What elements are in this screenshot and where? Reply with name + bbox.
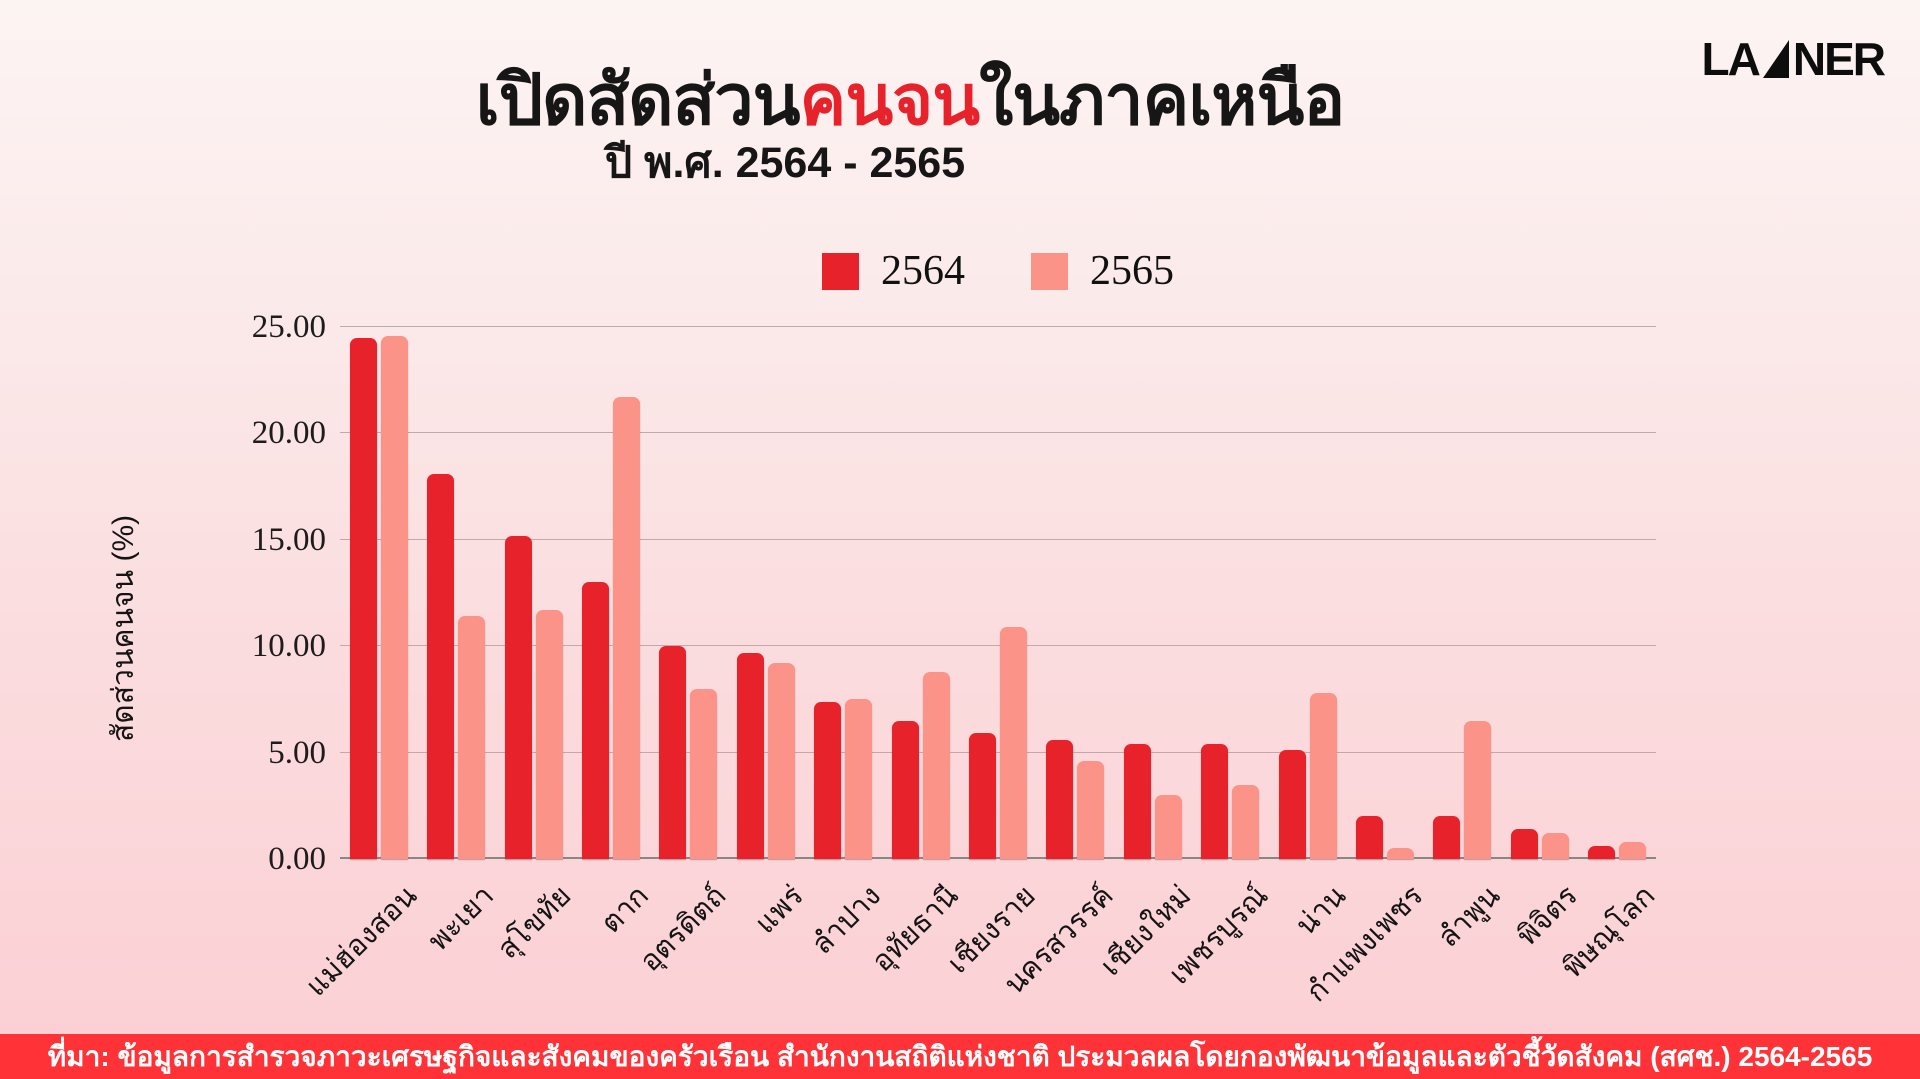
bar-2564	[1201, 744, 1229, 859]
bar-2564	[349, 337, 377, 859]
bar-2564	[1123, 744, 1151, 859]
bar-group-เชียงราย	[969, 627, 1027, 859]
bar-2565	[612, 397, 640, 859]
page-subtitle: ปี พ.ศ. 2564 - 2565	[604, 139, 966, 187]
x-axis-label: แม่ฮ่องสอน	[299, 879, 424, 1003]
bar-2565	[1464, 720, 1492, 859]
plot-area	[340, 326, 1656, 859]
title-prefix: เปิดสัดส่วน	[475, 61, 801, 139]
bar-group-ลำปาง	[814, 699, 873, 859]
gridline	[340, 751, 1656, 753]
logo-triangle-n-icon	[1762, 40, 1789, 78]
lanner-logo: LA NER	[1701, 33, 1886, 85]
page-title: เปิดสัดส่วนคนจนในภาคเหนือ	[475, 44, 1346, 155]
bar-2564	[891, 720, 919, 859]
bar-2564	[504, 535, 532, 859]
x-axis-label: อุตรดิตถ์	[634, 879, 733, 978]
title-suffix: ในภาคเหนือ	[979, 61, 1345, 139]
legend-label: 2564	[881, 248, 965, 294]
bar-2565	[1541, 833, 1569, 859]
y-axis-tick-label: 15.00	[251, 521, 326, 558]
chart-legend: 2564 2565	[340, 247, 1656, 295]
gridline	[340, 326, 1656, 327]
bar-group-กำแพงเพชร	[1356, 816, 1415, 859]
bar-2565	[458, 616, 486, 859]
bar-2565	[1232, 784, 1260, 859]
bar-group-อุทัยธานี	[891, 671, 950, 859]
bar-2565	[1619, 841, 1647, 859]
y-axis-tick-label: 25.00	[251, 309, 326, 345]
bar-2565	[1387, 848, 1415, 859]
bar-2565	[1000, 627, 1027, 859]
logo-text-left: LA	[1701, 33, 1761, 85]
x-axis-label: สุโขทัย	[492, 879, 578, 966]
bar-group-ตาก	[581, 397, 640, 859]
bar-2565	[380, 335, 408, 859]
bar-2564	[969, 733, 996, 859]
source-text: ที่มา: ข้อมูลการสำรวจภาวะเศรษฐกิจและสังค…	[47, 1040, 1873, 1072]
bar-2564	[1356, 816, 1384, 859]
bar-2564	[1510, 829, 1538, 859]
bar-2565	[1077, 761, 1105, 859]
legend-item-2564: 2564	[822, 247, 965, 295]
x-axis-label: ลำพูน	[1432, 879, 1507, 954]
bar-2565	[535, 610, 563, 859]
bar-group-เพชรบูรณ์	[1201, 744, 1260, 859]
x-axis-label: พะเยา	[422, 879, 501, 958]
source-footer: ที่มา: ข้อมูลการสำรวจภาวะเศรษฐกิจและสังค…	[0, 1034, 1920, 1079]
bar-2564	[659, 646, 687, 859]
bar-2564	[736, 652, 764, 859]
gridline	[340, 432, 1656, 434]
bar-2565	[767, 663, 795, 859]
bar-group-แพร่	[736, 652, 795, 859]
bar-group-สุโขทัย	[504, 535, 563, 859]
bar-group-เชียงใหม่	[1123, 744, 1182, 859]
bar-2564	[581, 582, 609, 859]
bar-group-พะเยา	[427, 473, 486, 859]
legend-item-2565: 2565	[1031, 247, 1174, 295]
gridline	[340, 538, 1656, 540]
bar-2564	[1278, 750, 1306, 859]
x-axis-baseline	[340, 857, 1656, 859]
bar-2564	[1588, 846, 1616, 859]
bar-2564	[1433, 816, 1461, 859]
bar-2565	[845, 699, 873, 859]
legend-label: 2565	[1090, 248, 1174, 294]
bar-group-พิษณุโลก	[1588, 841, 1647, 859]
gridline	[340, 645, 1656, 647]
bar-group-อุตรดิตถ์	[659, 646, 718, 859]
bar-2564	[814, 701, 842, 859]
title-highlight: คนจน	[799, 61, 981, 139]
bar-2564	[1046, 739, 1074, 859]
y-axis-tick-label: 5.00	[268, 734, 326, 771]
bar-group-ลำพูน	[1433, 720, 1492, 859]
bar-group-พิจิตร	[1510, 829, 1569, 859]
bar-group-นครสวรรค์	[1046, 739, 1105, 859]
y-axis-tick-label: 10.00	[251, 628, 326, 665]
legend-swatch-2564	[822, 252, 859, 290]
bar-2565	[1154, 795, 1182, 859]
bar-2565	[1309, 693, 1337, 859]
legend-swatch-2565	[1031, 252, 1068, 290]
bar-group-แม่ฮ่องสอน	[349, 335, 408, 859]
y-axis-tick-label: 0.00	[268, 841, 326, 877]
bar-2565	[922, 671, 950, 859]
y-axis-tick-labels: 0.00 5.00 10.00 15.00 20.00 25.00	[0, 309, 326, 877]
bar-group-น่าน	[1278, 693, 1337, 859]
y-axis-tick-label: 20.00	[251, 415, 326, 452]
bar-2564	[427, 473, 455, 859]
logo-text-right: NER	[1792, 33, 1886, 85]
bar-2565	[690, 688, 718, 859]
